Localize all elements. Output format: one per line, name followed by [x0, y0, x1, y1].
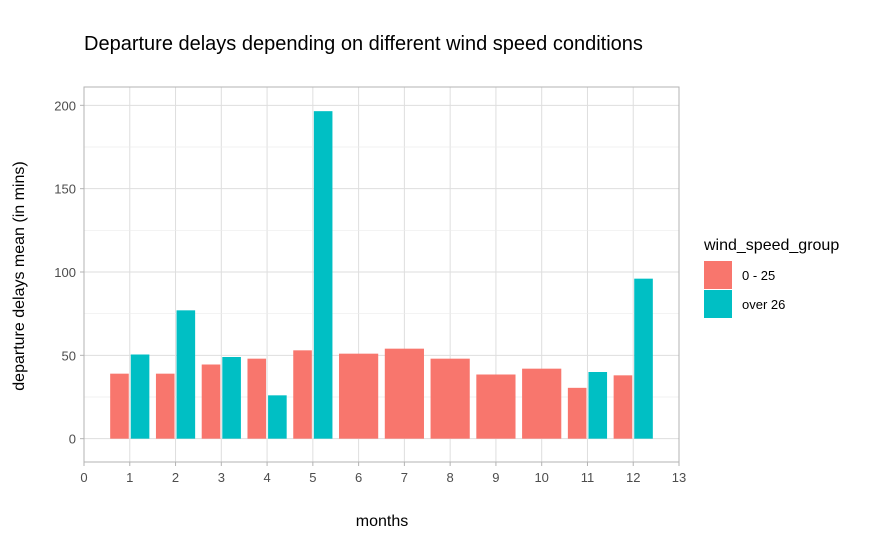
- x-tick-label: 13: [672, 470, 686, 485]
- x-tick-label: 11: [581, 470, 595, 485]
- bar-0-25-month-8: [430, 358, 470, 439]
- x-tick-label: 2: [172, 470, 179, 485]
- bar-over-26-month-4: [268, 395, 287, 439]
- legend-swatch-over-26: [704, 290, 732, 318]
- bar-0-25-month-11: [567, 387, 587, 439]
- bar-0-25-month-5: [293, 350, 312, 439]
- bar-0-25-month-1: [110, 373, 129, 439]
- bar-over-26-month-1: [130, 354, 150, 439]
- chart-title: Departure delays depending on different …: [84, 33, 643, 55]
- x-tick-label: 0: [80, 470, 87, 485]
- plot-panel-border: [83, 86, 680, 463]
- x-tick-label: 7: [401, 470, 408, 485]
- bar-over-26-month-5: [313, 111, 333, 439]
- bar-0-25-month-6: [339, 353, 379, 439]
- x-tick-label: 6: [355, 470, 362, 485]
- bar-0-25-month-10: [522, 368, 562, 439]
- y-tick-label: 50: [62, 348, 76, 363]
- x-tick-label: 12: [626, 470, 640, 485]
- legend-title: wind_speed_group: [703, 237, 839, 254]
- bar-0-25-month-2: [155, 373, 175, 439]
- y-tick-label: 150: [54, 182, 76, 197]
- bar-over-26-month-12: [634, 278, 653, 439]
- x-tick-label: 9: [492, 470, 499, 485]
- x-tick-label: 5: [309, 470, 316, 485]
- x-tick-label: 3: [218, 470, 225, 485]
- bar-0-25-month-7: [384, 348, 424, 439]
- x-tick-label: 4: [263, 470, 270, 485]
- x-tick-label: 8: [447, 470, 454, 485]
- x-tick-label: 10: [534, 470, 548, 485]
- legend-label-over-26: over 26: [742, 297, 785, 312]
- bar-0-25-month-12: [613, 375, 633, 439]
- y-tick-label: 100: [54, 265, 76, 280]
- y-tick-label: 0: [69, 432, 76, 447]
- bar-0-25-month-9: [476, 374, 516, 439]
- bars: [110, 111, 653, 439]
- y-axis-title: departure delays mean (in mins): [11, 161, 28, 390]
- bar-over-26-month-3: [222, 357, 241, 439]
- y-tick-label: 200: [54, 98, 76, 113]
- legend: wind_speed_group 0 - 25 over 26: [703, 237, 839, 318]
- x-axis-title: months: [356, 513, 408, 530]
- x-tick-label: 1: [126, 470, 133, 485]
- bar-over-26-month-2: [176, 310, 196, 439]
- bar-0-25-month-3: [201, 364, 221, 439]
- legend-label-0-25: 0 - 25: [742, 268, 775, 283]
- legend-swatch-0-25: [704, 261, 732, 289]
- bar-0-25-month-4: [247, 358, 267, 439]
- bar-over-26-month-11: [588, 372, 608, 439]
